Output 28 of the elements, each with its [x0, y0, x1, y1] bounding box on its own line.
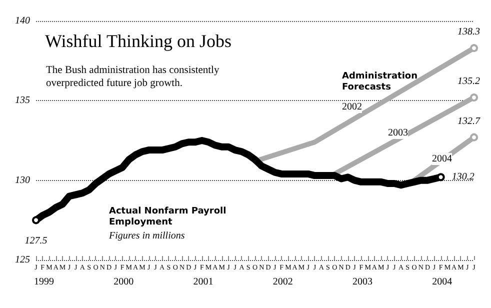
data-label: 135.2 [458, 76, 480, 87]
y-tick-label: 135 [15, 95, 30, 106]
point [470, 93, 478, 102]
y-tick-label: 140 [15, 16, 30, 26]
point [470, 44, 478, 52]
text: The Bush administration has consistently overpredicted future job growth. [46, 65, 222, 89]
text: Wishful Thinking on Jobs [45, 31, 232, 51]
data-label: 132.7 [458, 116, 481, 127]
point [32, 216, 40, 224]
annotation: Administration Forecasts [342, 72, 421, 92]
text: 2003 [352, 276, 373, 288]
text: 2001 [193, 276, 214, 288]
series-label: 2004 [432, 154, 452, 164]
y-tick-label: 125 [15, 254, 30, 266]
text: 1999 [34, 276, 54, 288]
data-label: 138.3 [458, 26, 480, 38]
text: Actual Nonfarm Payroll Employment [109, 206, 230, 228]
series-label: 2002 [342, 102, 362, 112]
data-label: 130.2 [452, 172, 474, 183]
data-label: 127.5 [24, 236, 48, 247]
point [470, 133, 478, 142]
point [436, 173, 445, 182]
series-label: 2003 [388, 128, 408, 138]
y-tick-label: 130 [15, 174, 30, 186]
annotation: Figures in millions [108, 230, 185, 242]
text: 2002 [272, 276, 293, 288]
text: 2004 [432, 276, 452, 288]
text: 2000 [114, 276, 134, 288]
